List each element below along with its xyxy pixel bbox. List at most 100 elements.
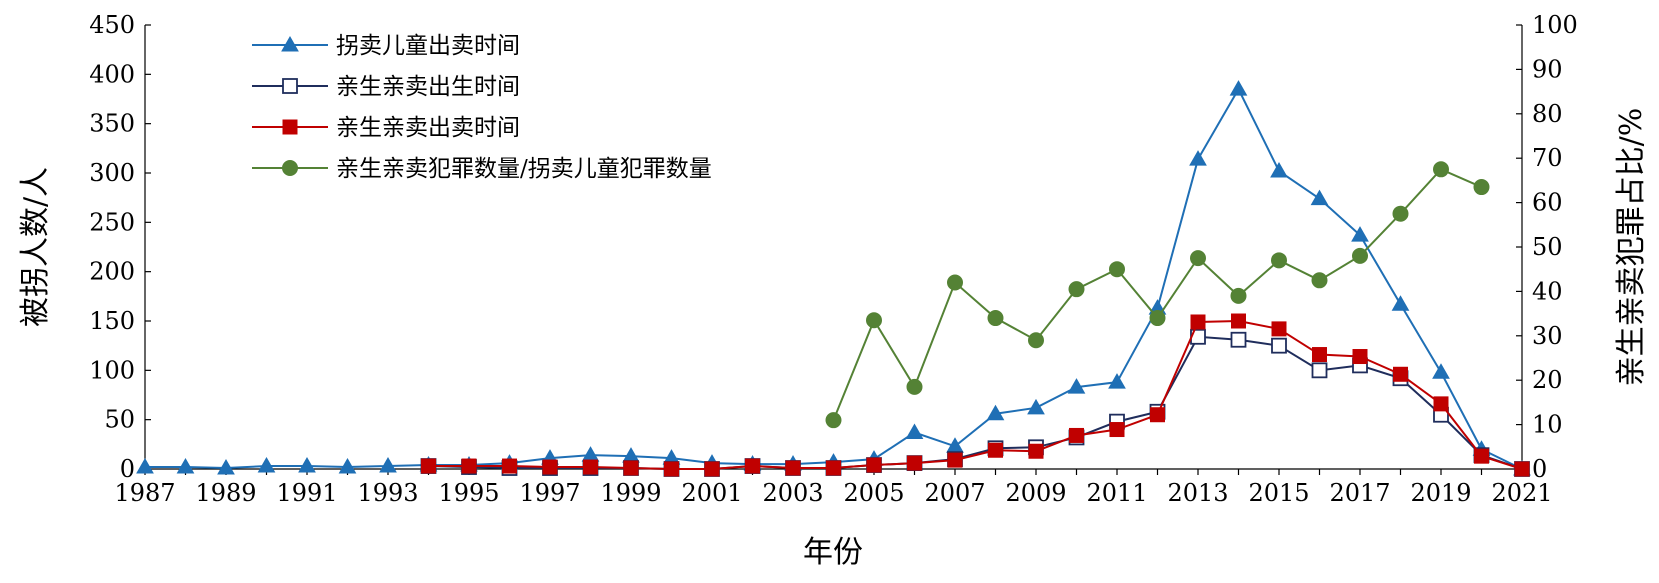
y-left-tick-label: 300 [89,159,135,187]
series-4-point [1109,261,1125,278]
series-1-point [1108,373,1126,389]
legend-item: 亲生亲卖出卖时间 [252,115,520,141]
y-left-tick-label: 200 [89,258,135,286]
series-1-point [379,457,397,473]
series-3-point [1190,314,1206,330]
x-tick-label: 1987 [114,479,175,507]
y-left-tick-label: 150 [89,307,135,335]
x-tick-label: 1995 [438,479,499,507]
legend: 拐卖儿童出卖时间亲生亲卖出生时间亲生亲卖出卖时间亲生亲卖犯罪数量/拐卖儿童犯罪数… [252,33,712,182]
legend-item: 亲生亲卖犯罪数量/拐卖儿童犯罪数量 [252,156,712,182]
series-3-point [826,460,841,476]
series [136,80,1531,477]
series-3-point [866,457,882,473]
series-4-point [1352,247,1368,264]
y-left-tick-label: 400 [89,60,135,88]
series-3-point [988,442,1003,458]
series-3-point [1028,443,1044,459]
series-4-point [906,378,923,395]
series-4-point [825,412,842,429]
y-left-tick-label: 50 [104,406,135,434]
legend-marker [282,119,298,135]
series-3-point [502,458,517,474]
ticks: 0 50 100 150 200 250 300 350 400 450 0 10 20 30 40 50 60… [89,11,1578,507]
series-4-point [1433,161,1449,178]
y-axis-left-title: 被拐人数/人 [18,167,53,327]
series-1-point [905,423,924,439]
series-3-point [1231,313,1246,329]
x-tick-label: 2021 [1491,479,1552,507]
series-1-point [217,459,235,475]
series-4-point [1271,252,1287,269]
series-3-point [1352,349,1368,365]
y-left-tick-label: 350 [89,110,135,138]
series-3-point [1069,427,1084,443]
series-3-point [1109,422,1125,438]
y-left-tick-label: 250 [89,208,135,236]
y-right-tick-label: 100 [1532,11,1578,39]
y-right-tick-label: 60 [1532,189,1563,217]
x-tick-label: 2013 [1167,479,1228,507]
series-3-point [461,458,477,474]
series-3-point [1474,448,1489,464]
x-axis-title: 年份 [803,535,863,570]
series-2-point [1230,331,1247,348]
series-3-point [1150,407,1165,423]
legend-label: 亲生亲卖出生时间 [336,74,520,100]
x-tick-label: 2015 [1248,479,1309,507]
series-3-point [1514,461,1530,477]
series-1-point [1229,80,1248,96]
series-4-point [866,312,882,329]
series-4-point [1190,250,1206,267]
series-3 [421,313,1530,477]
series-3-point [785,460,801,476]
legend-marker [281,35,299,52]
legend-label: 亲生亲卖出卖时间 [336,115,520,141]
series-4-point [987,310,1004,327]
y-right-tick-label: 50 [1532,233,1563,261]
y-right-tick-label: 30 [1532,322,1563,350]
series-3-point [704,461,720,477]
series-3-point [1393,366,1408,382]
y-left-tick-label: 100 [89,356,135,384]
y-left-tick-label: 0 [120,455,135,483]
series-4-point [1311,272,1328,289]
y-right-tick-label: 0 [1532,455,1547,483]
legend-item: 拐卖儿童出卖时间 [252,33,520,59]
y-right-tick-label: 70 [1532,144,1563,172]
series-3-point [583,459,598,475]
series-1-point [136,458,154,474]
x-tick-label: 2005 [843,479,904,507]
series-4-point [947,274,963,291]
legend-label: 拐卖儿童出卖时间 [336,33,520,59]
series-3-point [1433,396,1449,412]
series-4 [825,161,1490,429]
legend-label: 亲生亲卖犯罪数量/拐卖儿童犯罪数量 [336,156,712,182]
x-tick-label: 1991 [276,479,337,507]
series-1-point [338,458,357,474]
series-4-point [1028,332,1044,349]
series-1-point [1391,295,1410,311]
x-tick-label: 2017 [1329,479,1390,507]
series-4-point [1473,179,1490,196]
y-right-tick-label: 40 [1532,277,1563,305]
series-1-point [1027,398,1045,415]
series-1-point [1351,226,1369,242]
y-right-tick-label: 90 [1532,55,1563,83]
x-tick-label: 1989 [195,479,256,507]
x-tick-label: 1993 [357,479,418,507]
legend-item: 亲生亲卖出生时间 [252,74,520,100]
series-1-point [581,446,600,462]
series-4-point [1230,287,1247,304]
series-3-point [1312,347,1327,363]
x-tick-label: 1997 [519,479,580,507]
y-axis-right-title: 亲生亲卖犯罪占比/% [1614,108,1649,387]
series-1-point [257,457,276,473]
series-2-point [1311,362,1328,379]
series-3-point [542,459,558,475]
series-2-point [1271,337,1287,354]
x-tick-label: 1999 [600,479,661,507]
series-1-point [1310,189,1329,206]
